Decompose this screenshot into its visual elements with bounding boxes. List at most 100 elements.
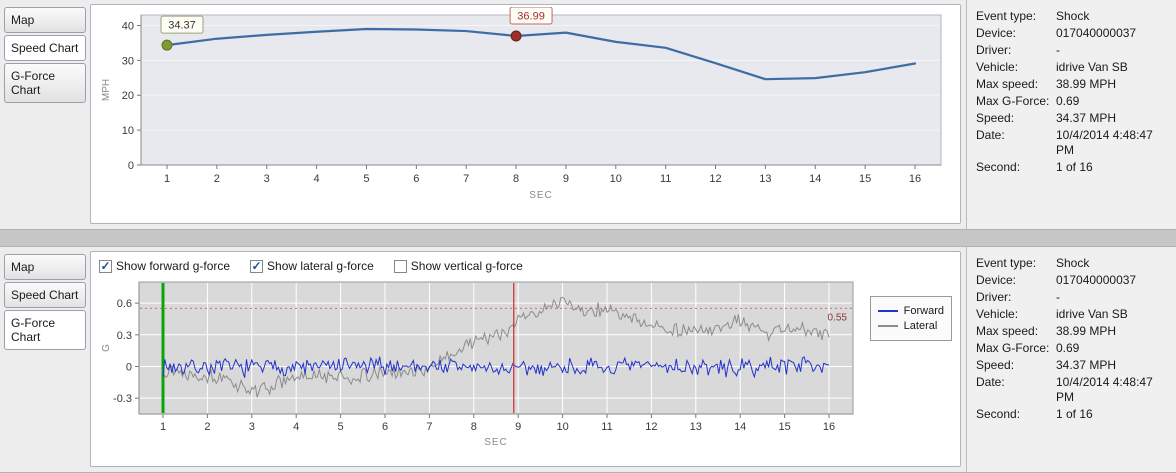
info-label: Device: <box>976 26 1017 40</box>
tab-map[interactable]: Map <box>4 7 86 33</box>
checkbox-lateral-icon <box>250 259 264 273</box>
gforce-chart[interactable]: -0.300.30.61 2 3 4 5 6 7 8 9 10 11 12 13 14 15 16SECG0.… <box>93 274 865 460</box>
tab-gforce-chart[interactable]: G-Force Chart <box>4 310 86 350</box>
svg-text:14: 14 <box>734 421 746 433</box>
info-label: Second: <box>976 160 1021 174</box>
gforce-chart-section: Map Speed Chart G-Force Chart Show forwa… <box>0 246 1176 473</box>
svg-text:0.3: 0.3 <box>117 330 132 342</box>
info-label: Driver: <box>976 290 1012 304</box>
checkbox-show-forward-gforce[interactable]: Show forward g-force <box>99 259 230 273</box>
info-label: Date: <box>976 375 1005 389</box>
info-row: Max G-Force: 0.69 <box>976 341 1172 356</box>
info-value: 34.37 MPH <box>1056 111 1117 125</box>
info-label: Max G-Force: <box>976 341 1050 355</box>
svg-text:SEC: SEC <box>484 437 508 448</box>
svg-text:0.6: 0.6 <box>117 298 132 310</box>
gforce-chart-area: -0.3 0 0.3 0.6 1 2 3 4 5 6 7 8 9 10 11 12 13 14 15 16 SEC G 0.… <box>93 274 958 464</box>
checkbox-forward-icon <box>99 259 112 273</box>
svg-text:34.37: 34.37 <box>168 20 196 32</box>
info-value: 017040000037 <box>1056 273 1137 287</box>
legend-label: Forward <box>903 305 944 317</box>
info-row: Max speed: 38.99 MPH <box>976 77 1172 92</box>
sidebar-tabs: Map Speed Chart G-Force Chart <box>0 247 88 472</box>
info-row: Vehicle: idrive Van SB <box>976 307 1172 322</box>
info-value: - <box>1056 290 1060 304</box>
tab-speed-chart[interactable]: Speed Chart <box>4 35 86 61</box>
checkbox-label: Show vertical g-force <box>410 259 523 273</box>
info-label: Driver: <box>976 43 1012 57</box>
info-value: 10/4/2014 4:48:47 PM <box>1056 375 1153 404</box>
info-label: Second: <box>976 407 1021 421</box>
svg-text:11: 11 <box>601 421 612 433</box>
info-label: Max G-Force: <box>976 94 1050 108</box>
svg-text:G: G <box>101 344 112 352</box>
svg-text:0: 0 <box>128 160 134 172</box>
checkbox-show-lateral-gforce[interactable]: Show lateral g-force <box>250 259 374 273</box>
info-value: idrive Van SB <box>1056 60 1128 74</box>
checkbox-label: Show lateral g-force <box>267 259 374 273</box>
tab-speed-chart[interactable]: Speed Chart <box>4 282 86 308</box>
svg-text:16: 16 <box>823 421 835 433</box>
event-info-panel: Event type: Shock Device: 017040000037 Dri… <box>966 247 1176 472</box>
info-row: Device: 017040000037 <box>976 26 1172 41</box>
checkbox-show-vertical-gforce[interactable]: Show vertical g-force <box>393 259 523 273</box>
checkbox-label: Show forward g-force <box>116 259 231 273</box>
info-row: Date: 10/4/2014 4:48:47 PM <box>976 375 1172 405</box>
svg-text:1: 1 <box>164 173 170 185</box>
svg-text:3: 3 <box>249 421 255 433</box>
svg-text:2: 2 <box>204 421 210 433</box>
svg-text:14: 14 <box>809 173 821 185</box>
svg-text:9: 9 <box>515 421 521 433</box>
gforce-checkbox-row: Show forward g-force Show lateral g-forc… <box>93 254 958 274</box>
svg-text:10: 10 <box>122 125 134 137</box>
info-value: 38.99 MPH <box>1056 324 1117 338</box>
svg-text:1: 1 <box>160 421 166 433</box>
svg-text:2: 2 <box>214 173 220 185</box>
info-value: 34.37 MPH <box>1056 358 1117 372</box>
info-value: 0.69 <box>1056 341 1080 355</box>
svg-text:10: 10 <box>610 173 622 185</box>
legend-item-forward: Forward <box>877 305 944 317</box>
info-value: 1 of 16 <box>1056 160 1093 174</box>
svg-text:7: 7 <box>426 421 432 433</box>
legend-label: Lateral <box>903 320 938 332</box>
svg-text:15: 15 <box>859 173 871 185</box>
info-row: Driver: - <box>976 290 1172 305</box>
speed-chart-frame: 0 10 20 30 40 1 2 3 4 5 6 7 8 9 10 11 12 13 14 15 16 SEC MPH 34… <box>90 4 961 224</box>
gforce-chart-frame: Show forward g-force Show lateral g-forc… <box>90 251 961 467</box>
svg-text:7: 7 <box>463 173 469 185</box>
svg-text:11: 11 <box>660 173 671 185</box>
svg-text:12: 12 <box>645 421 657 433</box>
svg-text:6: 6 <box>382 421 388 433</box>
info-label: Speed: <box>976 358 1015 372</box>
svg-text:4: 4 <box>314 173 320 185</box>
info-row: Max speed: 38.99 MPH <box>976 324 1172 339</box>
tab-map[interactable]: Map <box>4 254 86 280</box>
tab-gforce-chart[interactable]: G-Force Chart <box>4 63 86 103</box>
lateral-series-line-icon <box>877 325 898 327</box>
sidebar-tabs: Map Speed Chart G-Force Chart <box>0 0 88 229</box>
svg-text:9: 9 <box>563 173 569 185</box>
info-value: 38.99 MPH <box>1056 77 1117 91</box>
info-label: Max speed: <box>976 324 1039 338</box>
forward-series-line-icon <box>877 310 898 312</box>
checkbox-vertical-icon <box>393 259 407 273</box>
legend-item-lateral: Lateral <box>877 320 944 332</box>
info-row: Event type: Shock <box>976 256 1172 271</box>
svg-text:20: 20 <box>122 90 134 102</box>
svg-text:3: 3 <box>264 173 270 185</box>
svg-text:MPH: MPH <box>101 79 112 101</box>
info-row: Driver: - <box>976 43 1172 58</box>
info-value: Shock <box>1056 9 1090 23</box>
svg-text:0: 0 <box>126 361 132 373</box>
info-value: 10/4/2014 4:48:47 PM <box>1056 128 1153 157</box>
svg-text:5: 5 <box>338 421 344 433</box>
info-label: Event type: <box>976 256 1037 270</box>
svg-text:-0.3: -0.3 <box>113 393 132 405</box>
info-label: Device: <box>976 273 1017 287</box>
svg-text:8: 8 <box>513 173 519 185</box>
info-row: Date: 10/4/2014 4:48:47 PM <box>976 128 1172 158</box>
info-value: idrive Van SB <box>1056 307 1128 321</box>
